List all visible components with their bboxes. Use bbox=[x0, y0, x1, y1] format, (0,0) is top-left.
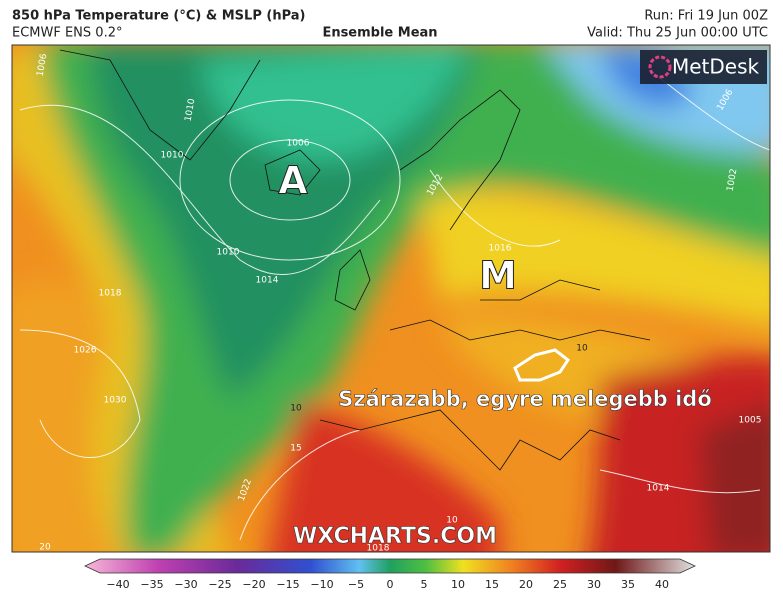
logo: MetDesk bbox=[640, 50, 767, 84]
temperature-label: 15 bbox=[290, 444, 301, 454]
isobar-label: 1030 bbox=[104, 396, 127, 406]
colorbar-tick-label: −15 bbox=[276, 578, 299, 591]
isobar-label: 1018 bbox=[367, 544, 390, 554]
temperature-labels: 10 15 10 20 10 bbox=[39, 344, 588, 553]
isobar-label: 1010 bbox=[217, 248, 240, 258]
colorbar-tick-label: 40 bbox=[655, 578, 669, 591]
colorbar-tick-label: −30 bbox=[174, 578, 197, 591]
isobar-label: 1002 bbox=[726, 168, 740, 192]
model: ECMWF ENS 0.2° bbox=[12, 26, 122, 41]
isobar-label: 1010 bbox=[184, 98, 198, 123]
temperature-label: 10 bbox=[576, 344, 588, 354]
run: Run: Fri 19 Jun 00Z bbox=[644, 9, 768, 24]
logo-text: MetDesk bbox=[672, 55, 760, 79]
colorbar-tick-label: −5 bbox=[348, 578, 364, 591]
colorbar: −40 −35 −30 −25 −20 −15 −10 −5 0 5 10 15 20 25 30 35 40 bbox=[84, 558, 696, 591]
isobar-label: 1026 bbox=[74, 346, 97, 356]
isobar-label: 1014 bbox=[256, 276, 279, 286]
colorbar-tick-label: 30 bbox=[587, 578, 601, 591]
colorbar-tick-label: 25 bbox=[553, 578, 567, 591]
colorbar-tick-label: 0 bbox=[387, 578, 394, 591]
colorbar-tick-label: −35 bbox=[140, 578, 163, 591]
annotation: Szárazabb, egyre melegebb idő bbox=[338, 387, 712, 411]
high-label: M bbox=[479, 254, 517, 298]
isobar-label: 1006 bbox=[287, 139, 310, 149]
colorbar-tick-label: 5 bbox=[421, 578, 428, 591]
hungary-outline bbox=[513, 348, 571, 382]
watermark: WXCHARTS.COM bbox=[293, 524, 497, 549]
isobar-label: 1016 bbox=[489, 244, 512, 254]
map: 1006 1010 1010 1006 1010 1014 1018 1026 … bbox=[12, 45, 770, 554]
title: 850 hPa Temperature (°C) & MSLP (hPa) bbox=[12, 9, 305, 24]
isobar-label: 1010 bbox=[161, 151, 184, 161]
isobar-label: 1006 bbox=[36, 53, 50, 78]
temperature-label: 10 bbox=[446, 516, 458, 526]
colorbar-tick-label: −40 bbox=[106, 578, 129, 591]
temperature-label: 10 bbox=[290, 404, 302, 414]
isobar-label: 1014 bbox=[647, 484, 670, 494]
colorbar-tick-label: −10 bbox=[310, 578, 333, 591]
product: Ensemble Mean bbox=[322, 26, 437, 41]
low-label: A bbox=[278, 159, 308, 203]
colorbar-tick-label: −20 bbox=[242, 578, 265, 591]
isobar-label: 1018 bbox=[99, 289, 122, 299]
valid: Valid: Thu 25 Jun 00:00 UTC bbox=[587, 26, 768, 41]
colorbar-tick-label: 15 bbox=[485, 578, 499, 591]
colorbar-tick-label: 10 bbox=[451, 578, 465, 591]
isobar-label: 1005 bbox=[739, 416, 762, 426]
temperature-label: 20 bbox=[39, 543, 51, 553]
colorbar-tick-label: 35 bbox=[621, 578, 635, 591]
colorbar-tick-label: 20 bbox=[519, 578, 533, 591]
colorbar-tick-label: −25 bbox=[208, 578, 231, 591]
